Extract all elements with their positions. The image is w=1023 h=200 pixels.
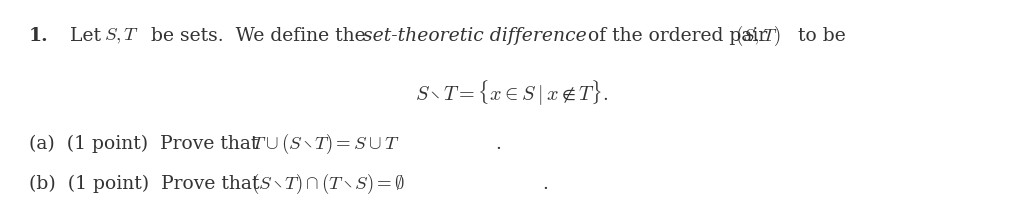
Text: of the ordered pair: of the ordered pair [582, 27, 773, 45]
Text: (b)  (1 point)  Prove that: (b) (1 point) Prove that [29, 174, 265, 192]
Text: $(S, T)$: $(S, T)$ [735, 24, 781, 48]
Text: $T \cup (S \setminus T) = S \cup T$: $T \cup (S \setminus T) = S \cup T$ [251, 131, 399, 155]
Text: .: . [495, 134, 501, 152]
Text: $S, T$: $S, T$ [104, 27, 139, 45]
Text: Let: Let [70, 27, 106, 45]
Text: to be: to be [792, 27, 846, 45]
Text: set-theoretic difference: set-theoretic difference [363, 27, 587, 45]
Text: $S \setminus T = \{x \in S \mid x \notin T\}.$: $S \setminus T = \{x \in S \mid x \notin… [415, 78, 608, 108]
Text: 1.: 1. [29, 27, 48, 45]
Text: be sets.  We define the: be sets. We define the [145, 27, 372, 45]
Text: (a)  (1 point)  Prove that: (a) (1 point) Prove that [29, 134, 264, 152]
Text: .: . [542, 174, 548, 192]
Text: $(S \setminus T) \cap (T \setminus S) = \emptyset$: $(S \setminus T) \cap (T \setminus S) = … [251, 171, 404, 195]
